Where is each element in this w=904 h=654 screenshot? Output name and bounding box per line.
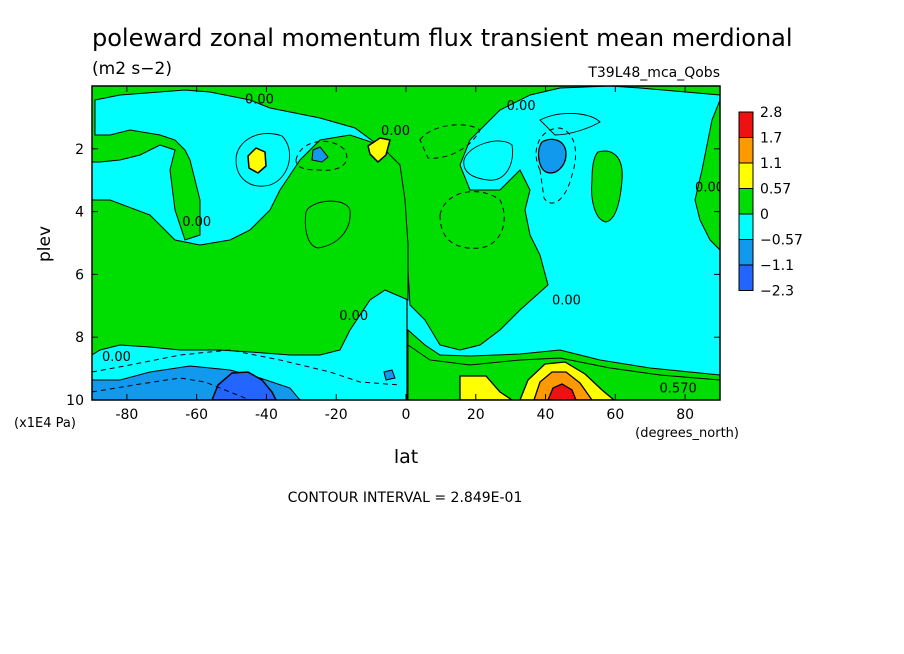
region-green-right bbox=[694, 99, 720, 251]
region-yellow-2 bbox=[367, 137, 391, 164]
contour-label: 0.00 bbox=[245, 93, 274, 108]
region-darkblue-left bbox=[211, 371, 277, 400]
contour-dashed-5 bbox=[92, 349, 401, 386]
colorbar-label: 0 bbox=[760, 207, 769, 223]
contour-interval-text: CONTOUR INTERVAL = 2.849E-01 bbox=[288, 490, 523, 506]
x-axis-title: lat bbox=[394, 446, 418, 468]
contour-solid-4 bbox=[407, 344, 720, 381]
contour-label: 0.00 bbox=[182, 215, 211, 230]
contour-label-layer: 0.00 0.00 0.00 0.00 0.00 0.00 0.00 0.00 0.570 bbox=[102, 93, 724, 397]
region-yellow-1 bbox=[247, 147, 267, 174]
colorbar-label: 1.7 bbox=[760, 131, 782, 147]
chart-title: poleward zonal momentum flux transient m… bbox=[92, 24, 793, 52]
region-yellow-jet bbox=[459, 375, 514, 400]
region-green-blob bbox=[591, 150, 623, 223]
x-tick-label: -60 bbox=[185, 407, 208, 423]
colorbar-swatch bbox=[738, 111, 754, 138]
x-tick-label: 0 bbox=[402, 407, 411, 423]
y-tick-label: 4 bbox=[75, 205, 84, 221]
colorbar-swatch bbox=[738, 264, 754, 291]
contour-label: 0.00 bbox=[381, 124, 410, 139]
colorbar-label: 2.8 bbox=[760, 105, 782, 121]
colorbar-swatch bbox=[738, 213, 754, 240]
x-tick-label: -20 bbox=[325, 407, 348, 423]
chart-units: (m2 s−2) bbox=[92, 59, 172, 79]
x-tick-label: 80 bbox=[676, 407, 694, 423]
x-tick-label: 20 bbox=[467, 407, 485, 423]
y-tick-label: 10 bbox=[66, 393, 84, 409]
x-tick-label: 40 bbox=[537, 407, 555, 423]
contour-solid-5 bbox=[539, 112, 601, 136]
y-tick-label: 2 bbox=[75, 142, 84, 158]
y-units-label: (x1E4 Pa) bbox=[14, 416, 76, 431]
contour-solid-1 bbox=[235, 133, 291, 187]
contour-dashed-1 bbox=[295, 140, 348, 171]
contour-dashed-3 bbox=[439, 191, 505, 249]
region-red-jet bbox=[547, 383, 577, 400]
run-label: T39L48_mca_Qobs bbox=[587, 65, 720, 81]
colorbar: 2.8 1.7 1.1 0.57 0 −0.57 −1.1 −2.3 bbox=[738, 105, 803, 300]
x-units-label: (degrees_north) bbox=[635, 426, 739, 441]
contour-label: 0.00 bbox=[102, 350, 131, 365]
colorbar-label: −0.57 bbox=[760, 233, 803, 249]
y-tick-label: 8 bbox=[75, 330, 84, 346]
region-green-lower bbox=[92, 134, 409, 356]
contour-label: 0.00 bbox=[339, 309, 368, 324]
contour-label: 0.570 bbox=[660, 381, 697, 396]
colorbar-swatch bbox=[738, 188, 754, 215]
region-blue-patch-3 bbox=[383, 369, 396, 381]
colorbar-label: −1.1 bbox=[760, 258, 794, 274]
contour-dashed-2 bbox=[535, 127, 576, 204]
contour-dashed-4 bbox=[419, 124, 481, 159]
plot-area: 0.00 0.00 0.00 0.00 0.00 0.00 0.00 0.00 0.570 bbox=[92, 86, 724, 400]
colorbar-swatch bbox=[738, 239, 754, 266]
region-blue-patch-1 bbox=[311, 146, 329, 163]
y-axis-title: plev bbox=[35, 226, 55, 262]
colorbar-swatch bbox=[738, 137, 754, 164]
contour-dashed-6 bbox=[92, 377, 251, 400]
colorbar-label: −2.3 bbox=[760, 284, 794, 300]
colorbar-label: 0.57 bbox=[760, 182, 791, 198]
x-tick-label: -80 bbox=[115, 407, 138, 423]
x-axis: -80 -60 -40 -20 0 20 40 60 80 bbox=[115, 86, 694, 423]
colorbar-label: 1.1 bbox=[760, 156, 782, 172]
y-tick-label: 6 bbox=[75, 267, 84, 283]
x-tick-label: -40 bbox=[255, 407, 278, 423]
contour-solid-3 bbox=[463, 140, 513, 181]
x-tick-label: 60 bbox=[606, 407, 624, 423]
colorbar-swatch bbox=[738, 162, 754, 189]
contour-label: 0.00 bbox=[552, 294, 581, 309]
contour-label: 0.00 bbox=[695, 180, 724, 195]
contour-solid-2 bbox=[304, 200, 351, 249]
contour-label: 0.00 bbox=[507, 99, 536, 114]
y-axis: 2 4 6 8 10 bbox=[66, 142, 720, 409]
region-blue-patch-2 bbox=[537, 138, 567, 174]
